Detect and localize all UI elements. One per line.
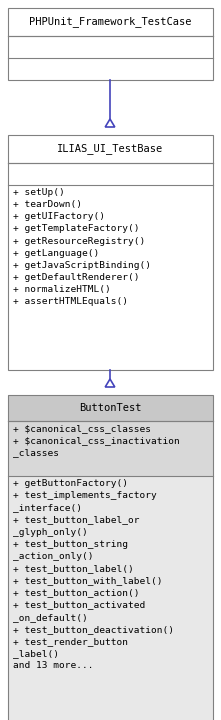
Text: PHPUnit_Framework_TestCase: PHPUnit_Framework_TestCase bbox=[29, 17, 192, 27]
Text: ILIAS_UI_TestBase: ILIAS_UI_TestBase bbox=[57, 143, 164, 155]
Bar bbox=[8, 395, 213, 421]
Bar bbox=[8, 58, 213, 80]
Bar bbox=[8, 476, 213, 720]
Text: ButtonTest: ButtonTest bbox=[79, 403, 142, 413]
Bar bbox=[8, 8, 213, 36]
Text: + getButtonFactory()
+ test_implements_factory
_interface()
+ test_button_label_: + getButtonFactory() + test_implements_f… bbox=[13, 479, 174, 670]
Bar bbox=[8, 421, 213, 476]
Text: + setUp()
+ tearDown()
+ getUIFactory()
+ getTemplateFactory()
+ getResourceRegi: + setUp() + tearDown() + getUIFactory() … bbox=[13, 188, 151, 306]
Polygon shape bbox=[105, 379, 115, 387]
Bar bbox=[8, 395, 213, 720]
Bar bbox=[8, 135, 213, 163]
Bar bbox=[8, 185, 213, 370]
Bar bbox=[8, 135, 213, 370]
Bar bbox=[8, 163, 213, 185]
Bar bbox=[8, 8, 213, 80]
Polygon shape bbox=[105, 119, 115, 127]
Text: + $canonical_css_classes
+ $canonical_css_inactivation
_classes: + $canonical_css_classes + $canonical_cs… bbox=[13, 424, 180, 457]
Bar bbox=[8, 36, 213, 58]
